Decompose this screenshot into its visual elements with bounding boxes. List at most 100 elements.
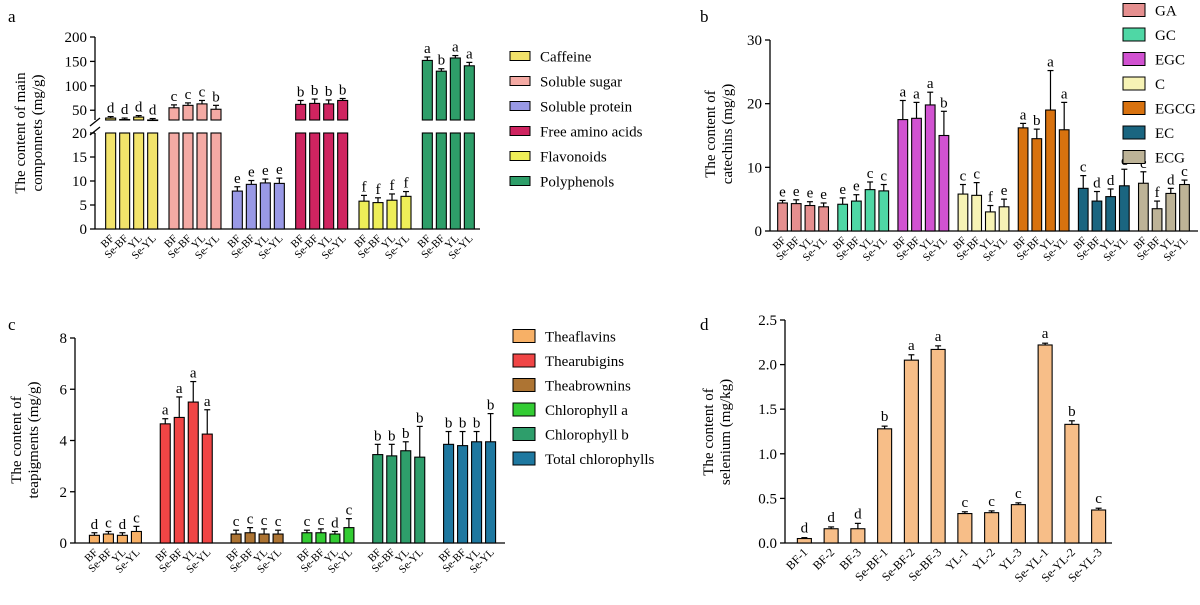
bar-b xyxy=(804,204,816,232)
error-bar-b xyxy=(1001,198,1008,207)
bar-b xyxy=(1118,185,1130,232)
error-bar-b xyxy=(940,110,947,136)
bar-c xyxy=(130,530,142,544)
significance-letter-a: a xyxy=(466,46,473,62)
error-bar-b xyxy=(959,183,966,195)
y-tick-label-a: 10 xyxy=(72,174,87,190)
bar-d xyxy=(903,359,919,544)
bar-d xyxy=(1037,344,1053,544)
bar-b xyxy=(1058,129,1070,232)
significance-letter-b: a xyxy=(1020,107,1027,123)
bar-a xyxy=(231,190,243,230)
y-axis-title-c: The content of teapigments (mg/g) xyxy=(9,381,42,498)
bar-b xyxy=(878,190,890,232)
bar-b xyxy=(1179,183,1190,232)
bar-d xyxy=(957,513,973,544)
error-bar-b xyxy=(1033,128,1040,139)
significance-letter-b: c xyxy=(973,167,980,183)
error-bar-a xyxy=(452,54,459,58)
bar-b xyxy=(984,211,996,232)
y-tick-label-a: 15 xyxy=(72,150,87,166)
c-legend-swatch xyxy=(512,378,536,392)
bar-a xyxy=(245,183,257,230)
bar-a xyxy=(386,199,398,230)
error-bar-b xyxy=(793,199,800,204)
b-legend-label: EC xyxy=(1155,126,1174,142)
error-bar-b xyxy=(1167,187,1174,194)
bar-a xyxy=(421,59,433,121)
bar-a xyxy=(337,132,349,230)
error-bar-d xyxy=(854,522,861,529)
significance-letter-c: d xyxy=(91,517,99,533)
significance-letter-a: f xyxy=(390,178,395,194)
c-legend-swatch xyxy=(512,451,536,466)
c-legend-label: Theabrownins xyxy=(545,378,631,394)
y-tick-label-c: 6 xyxy=(60,382,68,398)
error-bar-c xyxy=(487,412,494,442)
significance-letter-b: e xyxy=(839,182,846,198)
error-bar-a xyxy=(149,117,156,120)
bar-a xyxy=(182,132,194,230)
significance-letter-c: b xyxy=(416,410,424,426)
significance-letter-c: a xyxy=(190,366,197,382)
significance-letter-c: b xyxy=(459,416,467,432)
error-bar-c xyxy=(176,396,183,418)
bar-b xyxy=(1091,200,1103,232)
bar-a xyxy=(147,119,159,122)
error-bar-a xyxy=(438,68,445,72)
a-legend-swatch xyxy=(509,176,531,186)
bar-b xyxy=(777,202,788,232)
b-legend-label: ECG xyxy=(1155,150,1185,166)
bar-d xyxy=(850,528,866,544)
bar-c xyxy=(372,454,384,544)
significance-letter-c: d xyxy=(331,515,339,531)
error-bar-b xyxy=(1181,179,1188,185)
error-bar-a xyxy=(135,115,142,118)
bar-c xyxy=(343,527,355,544)
error-bar-c xyxy=(416,425,423,458)
error-bar-c xyxy=(388,443,395,456)
bar-a xyxy=(372,202,384,230)
significance-letter-c: a xyxy=(176,381,183,397)
b-legend-label: GA xyxy=(1155,3,1177,19)
significance-letter-a: c xyxy=(171,89,178,105)
c-legend-label: Thearubigins xyxy=(545,354,624,370)
error-bar-c xyxy=(303,529,310,533)
bar-c xyxy=(230,533,242,544)
y-tick-label-b: 30 xyxy=(747,33,762,49)
significance-letter-a: d xyxy=(107,101,115,117)
b-legend-label: EGC xyxy=(1155,52,1185,68)
error-bar-c xyxy=(119,532,126,536)
a-legend-label: Soluble sugar xyxy=(540,74,622,90)
bar-c xyxy=(159,423,171,544)
significance-letter-a: a xyxy=(452,40,459,56)
a-legend-label: Caffeine xyxy=(540,49,592,65)
c-legend-label: Total chlorophylls xyxy=(545,452,655,468)
a-legend-swatch xyxy=(509,126,531,136)
bar-a xyxy=(337,99,349,121)
y-tick-label-a: 5 xyxy=(80,198,88,214)
significance-letter-d: b xyxy=(881,409,889,425)
significance-letter-b: c xyxy=(960,169,967,185)
significance-letter-d: a xyxy=(935,329,942,345)
significance-letter-a: e xyxy=(276,162,283,178)
bar-b xyxy=(911,117,922,232)
error-bar-d xyxy=(881,425,888,429)
bar-b xyxy=(971,194,983,232)
error-bar-c xyxy=(133,525,140,532)
bar-c xyxy=(471,441,483,544)
significance-letter-b: d xyxy=(1107,173,1115,189)
significance-letter-d: d xyxy=(801,521,809,537)
significance-letter-b: d xyxy=(1167,172,1175,188)
bar-c xyxy=(173,416,185,544)
x-tick-label-d: BF-2 xyxy=(810,545,837,572)
error-bar-c xyxy=(162,418,169,424)
bar-b xyxy=(998,206,1010,232)
b-legend-swatch xyxy=(1122,76,1146,91)
significance-letter-a: e xyxy=(262,163,269,179)
significance-letter-d: c xyxy=(1015,486,1022,502)
bar-a xyxy=(309,102,321,121)
error-bar-a xyxy=(199,99,205,104)
significance-letter-a: c xyxy=(185,87,192,103)
error-bar-c xyxy=(261,528,268,535)
